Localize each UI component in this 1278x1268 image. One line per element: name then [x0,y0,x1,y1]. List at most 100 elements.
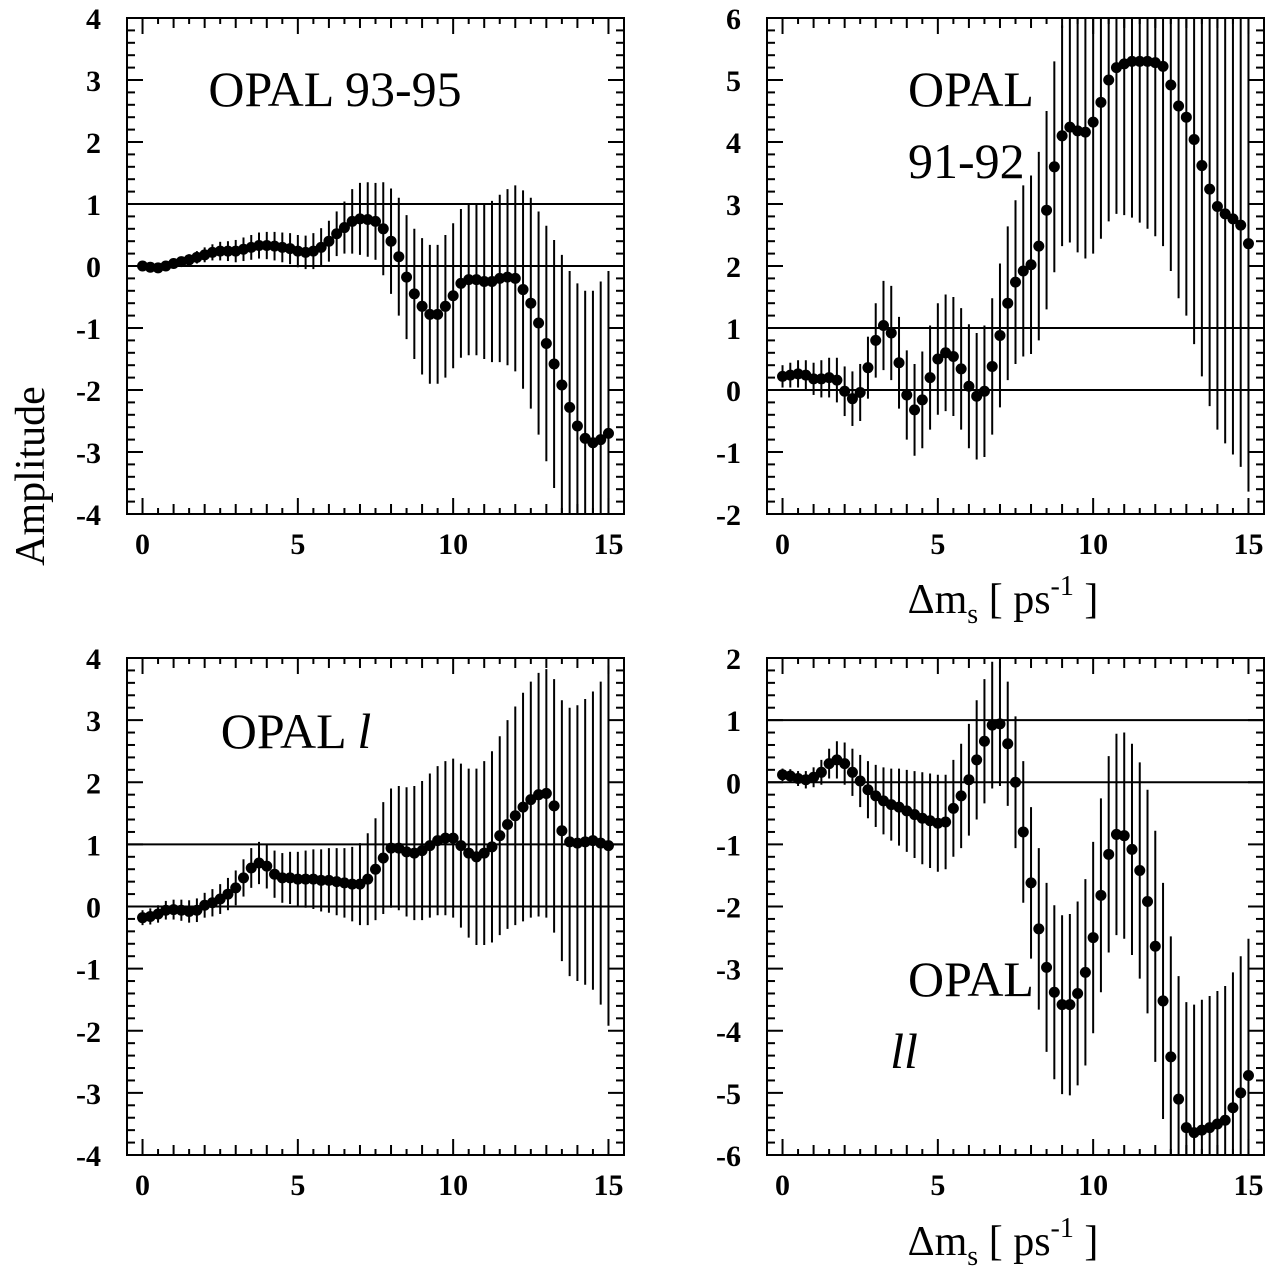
y-tick-label: 1 [86,829,101,862]
y-tick-label: -3 [76,437,101,470]
x-tick-label: 0 [135,1169,150,1202]
y-tick-label: -1 [716,437,741,470]
plot-frame [126,657,625,1156]
data-point [424,308,436,320]
data-point [455,840,467,852]
data-point [315,874,327,886]
data-series [777,661,1254,1155]
data-point [1196,160,1208,172]
data-point [602,840,614,852]
data-point [439,300,451,312]
data-point [222,245,234,257]
data-point [862,784,874,796]
y-tick-label: -1 [76,313,101,346]
data-point [846,766,858,778]
x-tick-label: 15 [1233,528,1263,561]
data-point [1227,1102,1239,1114]
data-series [137,665,614,1026]
data-point [1010,276,1021,288]
y-tick-label: -4 [76,499,101,532]
x-axis-title-main: Δm [908,1219,968,1265]
data-point [1235,219,1247,231]
x-axis-title-sub: s [967,1241,978,1268]
data-point [1072,987,1084,999]
y-tick-label: 2 [726,643,741,676]
data-series [137,182,614,514]
data-point [1149,940,1161,952]
data-point [370,863,381,875]
x-tick-label: 5 [930,1169,945,1202]
panel-4: 0 5 10 15 -6 -5 -4 -3 -2 -1 0 1 2 OPAL ll [716,643,1265,1202]
data-point [1103,848,1115,860]
data-point [214,245,226,257]
data-point [994,329,1006,341]
y-tick-label: 2 [86,127,101,160]
panel-3: 0 5 10 15 -4 -3 -2 -1 0 1 2 3 4 OPAL l [76,643,625,1202]
y-tick-label: 3 [86,65,101,98]
y-tick-label: 4 [86,643,101,676]
data-point [1134,864,1146,876]
data-point [932,353,944,365]
x-tick-label: 5 [290,1169,305,1202]
x-axis-title-bottom: Δms [ ps-1 ] [908,1213,1099,1268]
plot-frame [766,17,1265,515]
data-point [377,223,389,235]
data-point [1157,60,1169,72]
data-point [222,888,234,900]
data-point [502,818,514,830]
x-tick-label: 5 [930,528,945,561]
data-point [1095,889,1107,901]
x-axis-title-close: ] [1074,577,1099,623]
data-point [276,872,288,884]
y-tick-label: -2 [76,1016,101,1049]
data-point [940,816,952,828]
data-point [478,276,490,287]
data-point [1157,995,1169,1007]
data-point [540,338,552,349]
y-tick-label: -1 [76,954,101,987]
panel-label-line: OPAL [908,61,1034,117]
y-tick-label: -4 [76,1140,101,1173]
data-point [1017,265,1029,277]
x-tick-label: 10 [438,528,468,561]
y-tick-label: 5 [726,65,741,98]
data-point [540,787,552,799]
data-point [370,215,381,227]
data-point [439,832,451,844]
x-tick-label: 0 [135,528,150,561]
data-point [432,308,444,320]
y-tick-label: 1 [726,705,741,738]
data-point [1002,738,1014,750]
data-point [486,841,498,853]
y-tick-label: 0 [726,375,741,408]
data-point [986,360,998,372]
data-point [1010,776,1021,788]
data-point [1025,259,1037,271]
data-point [1064,999,1076,1011]
panel-label-line: ll [890,1023,918,1079]
data-point [478,847,490,859]
x-axis-title-top: Δms [ ps-1 ] [908,571,1099,630]
panel-label-line: OPAL 93-95 [208,61,461,117]
data-point [870,334,882,346]
data-point [1227,213,1239,225]
plot-frame [766,657,1265,1156]
data-point [517,284,529,296]
data-point [517,801,529,813]
data-point [947,351,959,363]
data-point [916,394,928,406]
data-point [1188,134,1200,146]
x-tick-label: 10 [438,1169,468,1202]
data-point [261,860,273,872]
data-point [253,240,265,252]
data-point [1056,999,1068,1011]
data-point [978,385,990,397]
y-tick-label: -6 [716,1140,741,1173]
data-point [1033,240,1045,252]
data-point [1235,1087,1247,1099]
data-point [815,766,827,778]
y-tick-label: 3 [86,705,101,738]
data-point [846,393,858,405]
data-point [401,271,413,283]
data-point [978,735,990,747]
